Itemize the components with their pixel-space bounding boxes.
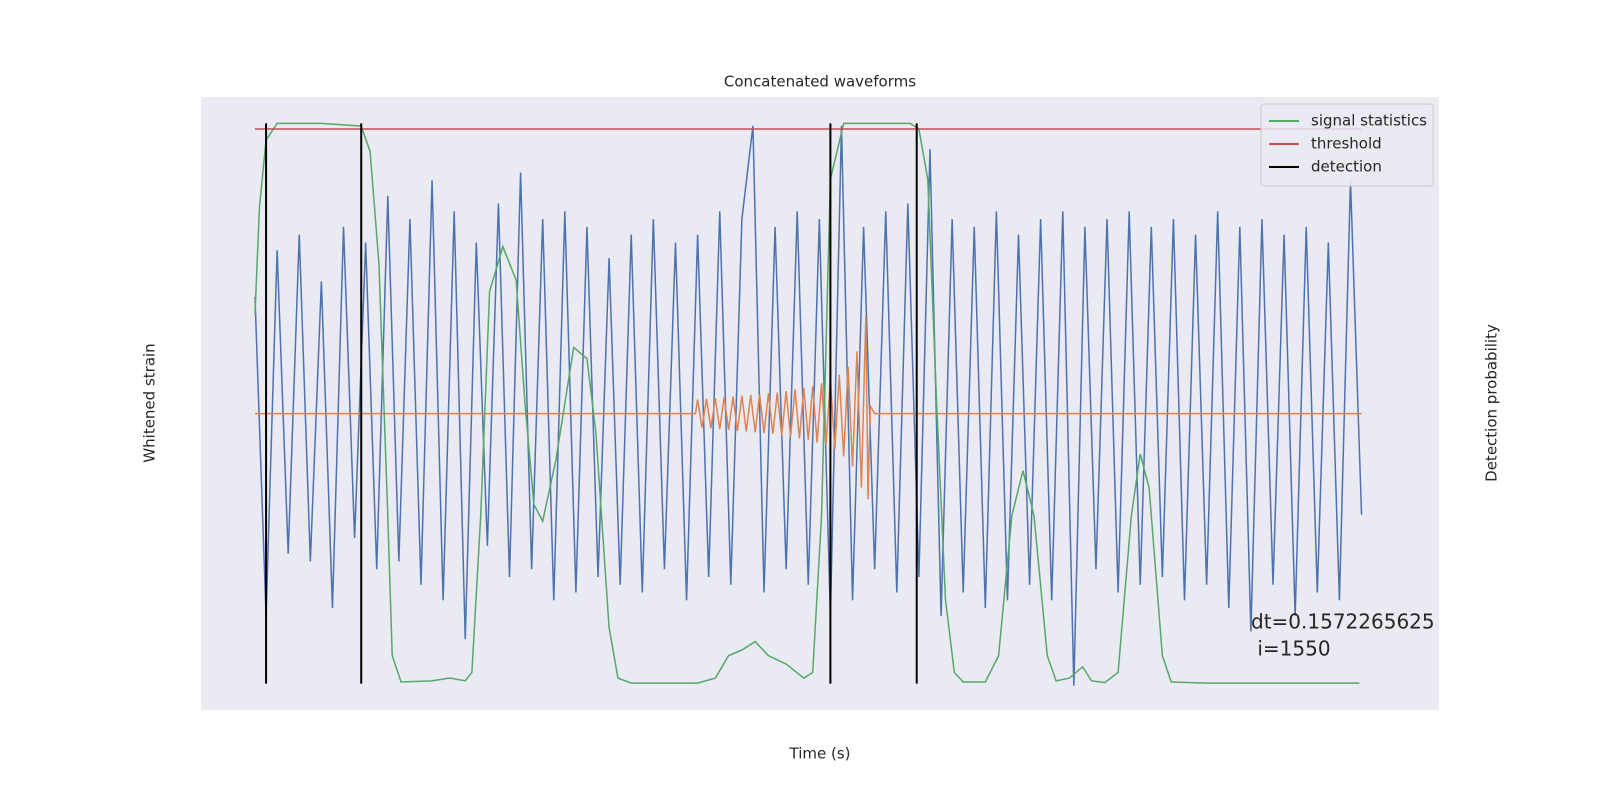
x-axis-label: Time (s) xyxy=(789,745,851,763)
annotation: dt=0.1572265625 xyxy=(1251,610,1435,634)
y2-axis-label: Detection probability xyxy=(1483,324,1501,482)
series-line xyxy=(254,122,1360,684)
series-line xyxy=(255,316,1362,500)
legend-label: detection xyxy=(1311,158,1382,176)
legend-box xyxy=(1260,103,1434,187)
legend-label: threshold xyxy=(1311,135,1382,153)
chart-title: Concatenated waveforms xyxy=(724,73,916,91)
series-line xyxy=(254,125,1363,686)
annotation: i=1550 xyxy=(1251,637,1331,661)
y-axis-label: Whitened strain xyxy=(141,343,159,462)
legend-label: signal statistics xyxy=(1311,112,1427,130)
